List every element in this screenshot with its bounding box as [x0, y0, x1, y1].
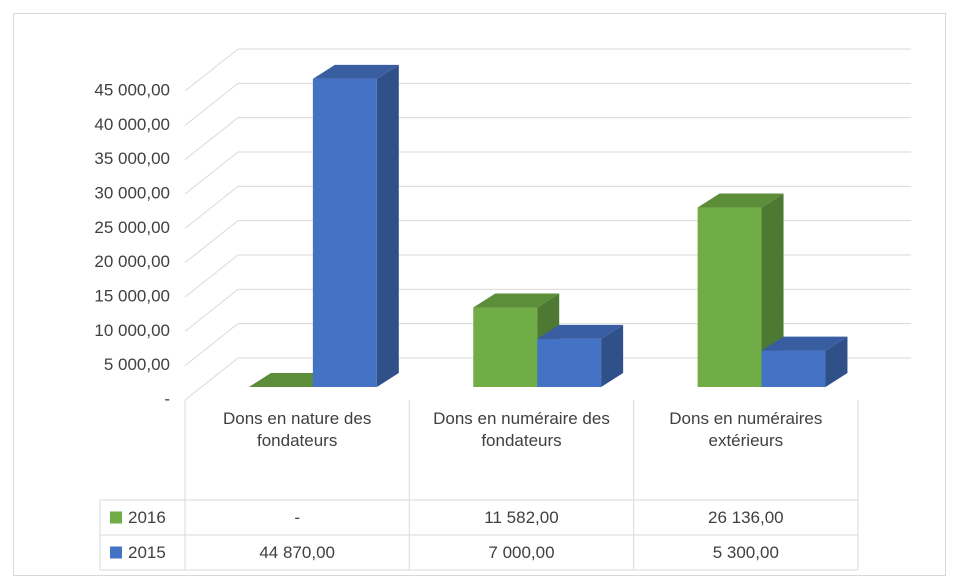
y-tick-label: 10 000,00 [94, 321, 170, 340]
grid-line [184, 185, 239, 229]
y-tick-label: 40 000,00 [94, 115, 170, 134]
grid-line [184, 357, 239, 401]
grid-line [184, 117, 239, 161]
grid-line [184, 220, 239, 264]
legend-label: 2016 [128, 508, 166, 527]
table-cell: 5 300,00 [712, 542, 779, 562]
x-tick-label: Dons en nature des fondateurs [222, 409, 372, 450]
y-tick-label: - [164, 389, 170, 408]
y-tick-label: 20 000,00 [94, 252, 170, 271]
y-tick-label: 5 000,00 [104, 355, 170, 374]
y-tick-label: 45 000,00 [94, 80, 170, 99]
chart-border [13, 13, 946, 576]
bar-top [537, 324, 624, 339]
bar-front [697, 207, 762, 387]
y-tick-label: 15 000,00 [94, 286, 170, 305]
bar-side [376, 64, 399, 387]
grid-line [184, 288, 239, 332]
bar-top [697, 193, 784, 208]
bar [761, 336, 848, 387]
grid-line [184, 254, 239, 298]
y-tick-label: 35 000,00 [94, 149, 170, 168]
x-tick-label: Dons en numéraire des fondateurs [433, 409, 610, 450]
table-cell: 44 870,00 [259, 542, 335, 562]
bar [697, 193, 784, 387]
bar-front [537, 338, 602, 387]
bar-front [761, 350, 826, 387]
bar-front [473, 307, 538, 387]
bar [537, 324, 624, 387]
table-cell: 26 136,00 [708, 507, 784, 527]
bar-side [601, 324, 624, 387]
bar-top [761, 336, 848, 351]
table-cell: - [294, 507, 300, 527]
y-tick-label: 25 000,00 [94, 218, 170, 237]
bar-front [312, 78, 377, 387]
grid-line [184, 82, 239, 126]
bar [312, 64, 399, 387]
bar-side [825, 336, 848, 387]
bar-side [761, 193, 784, 387]
grid-line [184, 323, 239, 367]
legend-swatch [110, 511, 122, 524]
bar-top [312, 64, 399, 79]
x-tick-label: Dons en numéraires extérieurs [669, 409, 823, 450]
bar-top [473, 293, 560, 308]
y-tick-label: 30 000,00 [94, 183, 170, 202]
grid-line [184, 48, 239, 92]
legend-label: 2015 [128, 543, 166, 562]
grid-line [184, 151, 239, 195]
table-cell: 11 582,00 [484, 507, 559, 527]
legend-swatch [110, 546, 122, 559]
table-cell: 7 000,00 [488, 542, 555, 562]
